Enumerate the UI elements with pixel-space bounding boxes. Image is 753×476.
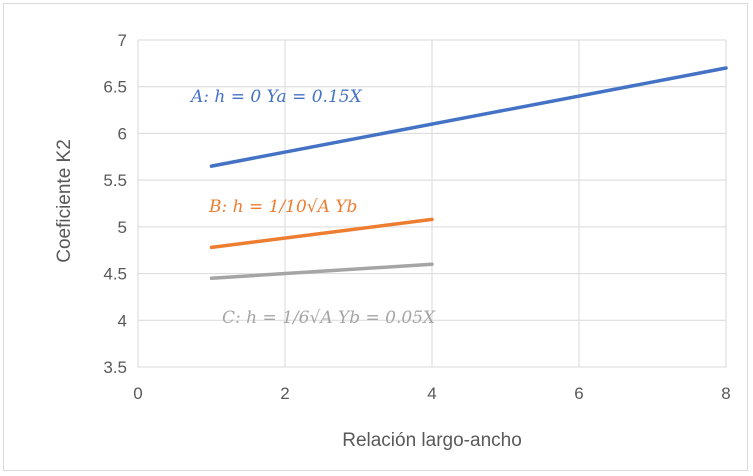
x-tick-labels: 0 2 4 6 8 <box>133 384 730 403</box>
y-tick-label: 4.5 <box>103 265 127 284</box>
y-tick-label: 7 <box>118 31 127 50</box>
series-lines <box>209 66 728 280</box>
y-tick-labels: 3.5 4 4.5 5 5.5 6 6.5 7 <box>103 31 127 377</box>
y-tick-label: 6.5 <box>103 78 127 97</box>
x-tick-label: 4 <box>427 384 436 403</box>
x-axis-title: Relación largo-ancho <box>342 430 522 451</box>
y-tick-label: 5.5 <box>103 171 127 190</box>
y-tick-label: 6 <box>118 124 127 143</box>
annotation-a: A: h = 0 Ya = 0.15X <box>189 87 363 107</box>
y-tick-label: 5 <box>118 218 127 237</box>
x-tick-label: 0 <box>133 384 142 403</box>
x-tick-label: 6 <box>574 384 583 403</box>
y-tick-label: 4 <box>118 311 127 330</box>
annotation-c: C: h = 1/6√A Yb = 0.05X <box>222 308 436 328</box>
y-axis-title: Coeficiente K2 <box>54 139 75 263</box>
series-line-3 <box>209 262 434 280</box>
chart-frame <box>3 3 748 471</box>
series-line-1 <box>209 66 728 168</box>
y-tick-label: 3.5 <box>103 358 127 377</box>
series-line-2 <box>209 217 434 250</box>
x-tick-label: 8 <box>721 384 730 403</box>
x-tick-label: 2 <box>280 384 289 403</box>
annotation-b: B: h = 1/10√A Yb <box>208 197 357 217</box>
